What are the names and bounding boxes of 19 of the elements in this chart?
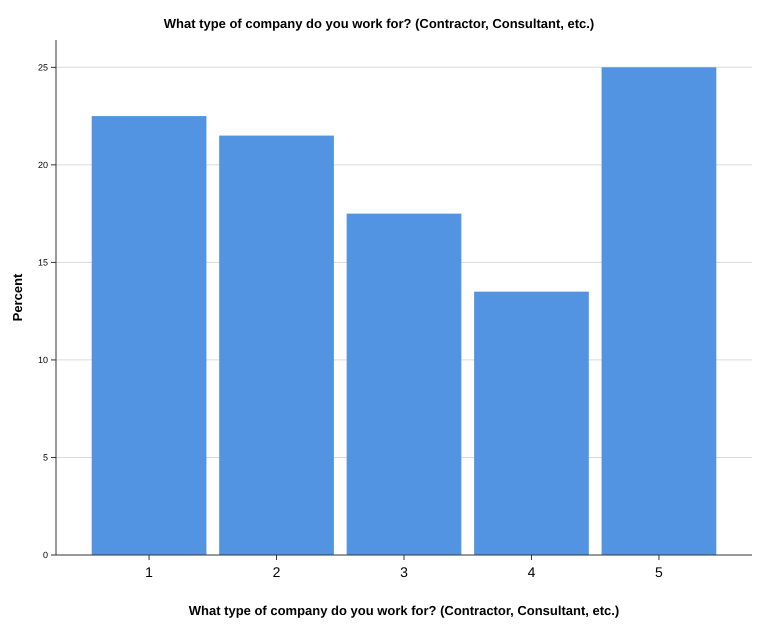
y-tick-label: 15 <box>38 258 48 268</box>
chart-title: What type of company do you work for? (Contractor, Consultant, etc.) <box>164 16 594 31</box>
bar <box>92 116 206 555</box>
y-axis-title: Percent <box>10 272 25 322</box>
bar <box>474 292 589 555</box>
y-tick-label: 5 <box>42 452 48 463</box>
x-tick-label: 1 <box>145 564 154 580</box>
x-tick-label: 2 <box>272 564 281 580</box>
bar <box>602 67 716 555</box>
x-tick-label: 3 <box>400 564 408 580</box>
x-axis-title: What type of company do you work for? (Contractor, Consultant, etc.) <box>188 603 620 618</box>
y-tick-label: 25 <box>38 62 48 72</box>
bar <box>219 136 334 555</box>
y-tick-label: 20 <box>38 160 48 170</box>
x-tick-label: 5 <box>655 564 664 580</box>
x-tick-label: 4 <box>528 564 536 580</box>
y-tick-label: 0 <box>42 550 48 560</box>
bar <box>346 214 462 555</box>
y-tick-label: 10 <box>38 355 48 366</box>
